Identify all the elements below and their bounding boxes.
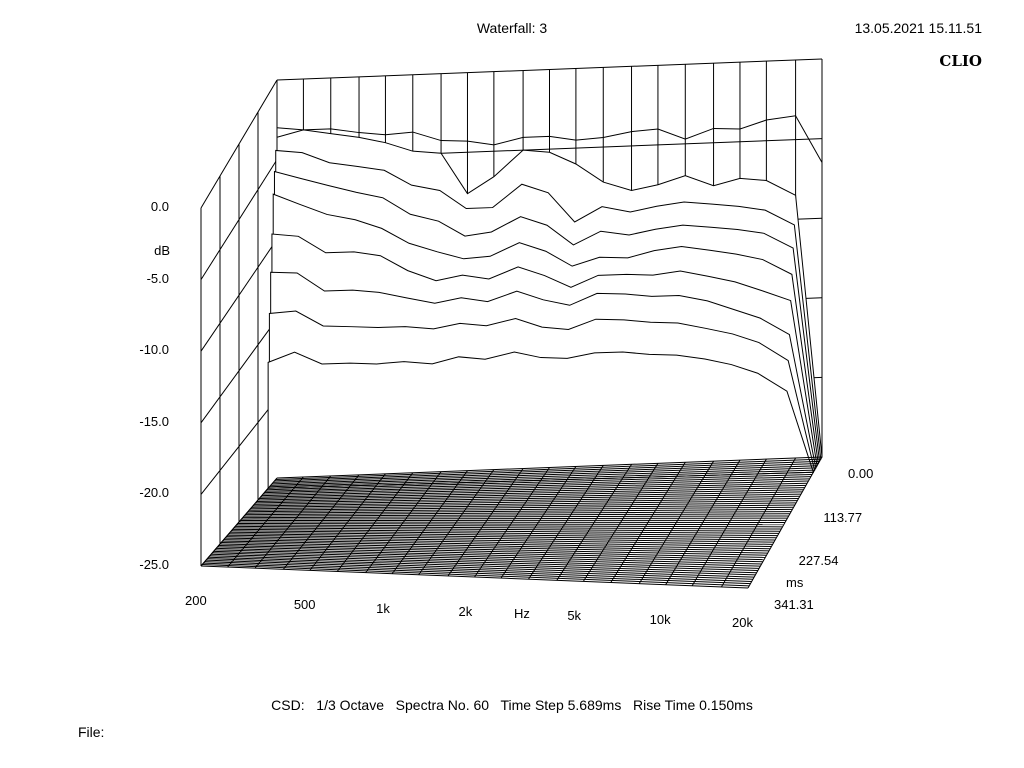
floor-freq-line	[747, 456, 823, 589]
floor-freq-line	[447, 468, 524, 577]
decay-spectrum-8	[267, 351, 815, 489]
timestamp: 13.05.2021 15.11.51	[854, 20, 982, 36]
floor-freq-line	[227, 476, 304, 568]
floor-layer	[200, 456, 823, 589]
x-tick-label: 2k	[458, 604, 473, 619]
floor-freq-line	[418, 469, 495, 576]
floor-freq-line	[528, 465, 604, 580]
x-tick-label: 1k	[376, 600, 390, 616]
x-tick-label: 200	[185, 593, 207, 608]
x-axis-unit: Hz	[514, 606, 530, 621]
z-tick-label: 0.00	[848, 466, 874, 481]
file-label: File:	[78, 724, 105, 740]
z-tick-label: 227.54	[798, 553, 839, 569]
max-envelope-line	[276, 115, 823, 163]
floor-freq-line	[391, 470, 468, 574]
floor-freq-line	[721, 457, 797, 588]
floor-freq-line	[610, 462, 686, 583]
y-axis-unit: dB	[154, 243, 170, 258]
floor-freq-line	[500, 466, 577, 579]
y-tick-label: -15.0	[139, 413, 169, 429]
z-axis-unit: ms	[786, 575, 804, 590]
y-tick-label: -20.0	[139, 485, 169, 501]
x-tick-label: 5k	[567, 608, 582, 624]
floor-freq-line	[556, 464, 632, 581]
brand-logo: CLIO	[939, 52, 982, 70]
z-tick-label: 341.31	[774, 597, 814, 612]
floor-freq-line	[665, 459, 741, 585]
x-tick-label: 10k	[649, 611, 671, 627]
floor-freq-line	[638, 460, 714, 584]
x-tick-label: 20k	[732, 615, 753, 630]
z-tick-label: 113.77	[823, 509, 863, 525]
floor-freq-line	[200, 477, 278, 567]
chart-title: Waterfall: 3	[476, 20, 548, 36]
floor-freq-line	[309, 473, 386, 571]
floor-freq-line	[474, 467, 550, 578]
y-tick-label: -10.0	[139, 342, 169, 358]
y-tick-label: -5.0	[146, 270, 169, 286]
floor-freq-line	[582, 463, 659, 582]
curve-layer	[267, 129, 823, 489]
y-tick-label: -25.0	[139, 557, 169, 572]
y-tick-label: 0.0	[150, 199, 169, 214]
x-tick-label: 500	[293, 597, 316, 613]
floor-freq-line	[254, 475, 332, 569]
floor-freq-line	[691, 458, 767, 587]
floor-freq-line	[282, 474, 360, 570]
csd-settings: CSD: 1/3 Octave Spectra No. 60 Time Step…	[271, 697, 753, 713]
floor-freq-line	[336, 472, 414, 572]
floor-freq-line	[365, 471, 442, 573]
